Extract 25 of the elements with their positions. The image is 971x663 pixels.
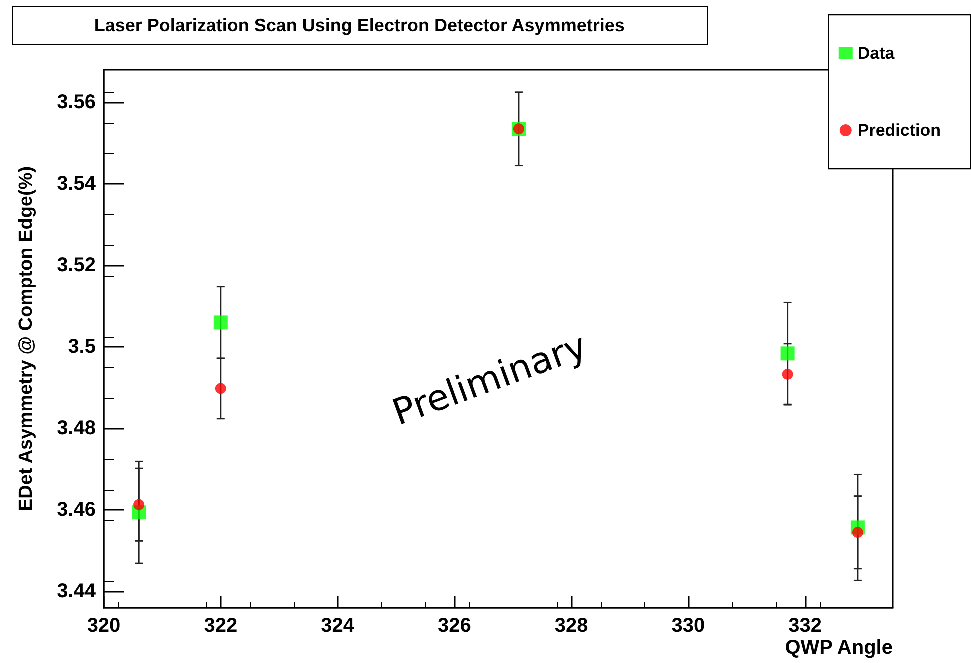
chart-title: Laser Polarization Scan Using Electron Detector Asymmetries [94, 16, 625, 36]
point [782, 368, 794, 380]
y-tick-label: 3.5 [68, 336, 96, 358]
x-tick-label: 322 [204, 615, 238, 637]
y-tick-label: 3.52 [57, 254, 96, 277]
point [214, 316, 228, 330]
y-tick-label: 3.46 [57, 499, 96, 522]
legend-label: Data [858, 44, 896, 63]
point [852, 527, 864, 538]
point [134, 499, 145, 510]
point [215, 383, 226, 394]
x-tick-label: 328 [554, 615, 588, 637]
x-axis-title: QWP Angle [785, 637, 893, 659]
y-axis-title: EDet Asymmetry @ Compton Edge(%) [16, 166, 37, 512]
y-tick-label: 3.54 [57, 173, 97, 196]
y-tick-label: 3.44 [57, 580, 97, 603]
point [780, 346, 795, 361]
x-tick-label: 324 [321, 615, 356, 637]
x-tick-label: 332 [788, 615, 822, 637]
legend-label: Prediction [858, 121, 941, 140]
x-tick-label: 320 [87, 615, 121, 637]
y-tick-label: 3.56 [57, 92, 96, 114]
x-tick-label: 326 [438, 615, 472, 637]
y-tick-label: 3.48 [57, 418, 96, 440]
x-tick-label: 330 [672, 615, 706, 637]
